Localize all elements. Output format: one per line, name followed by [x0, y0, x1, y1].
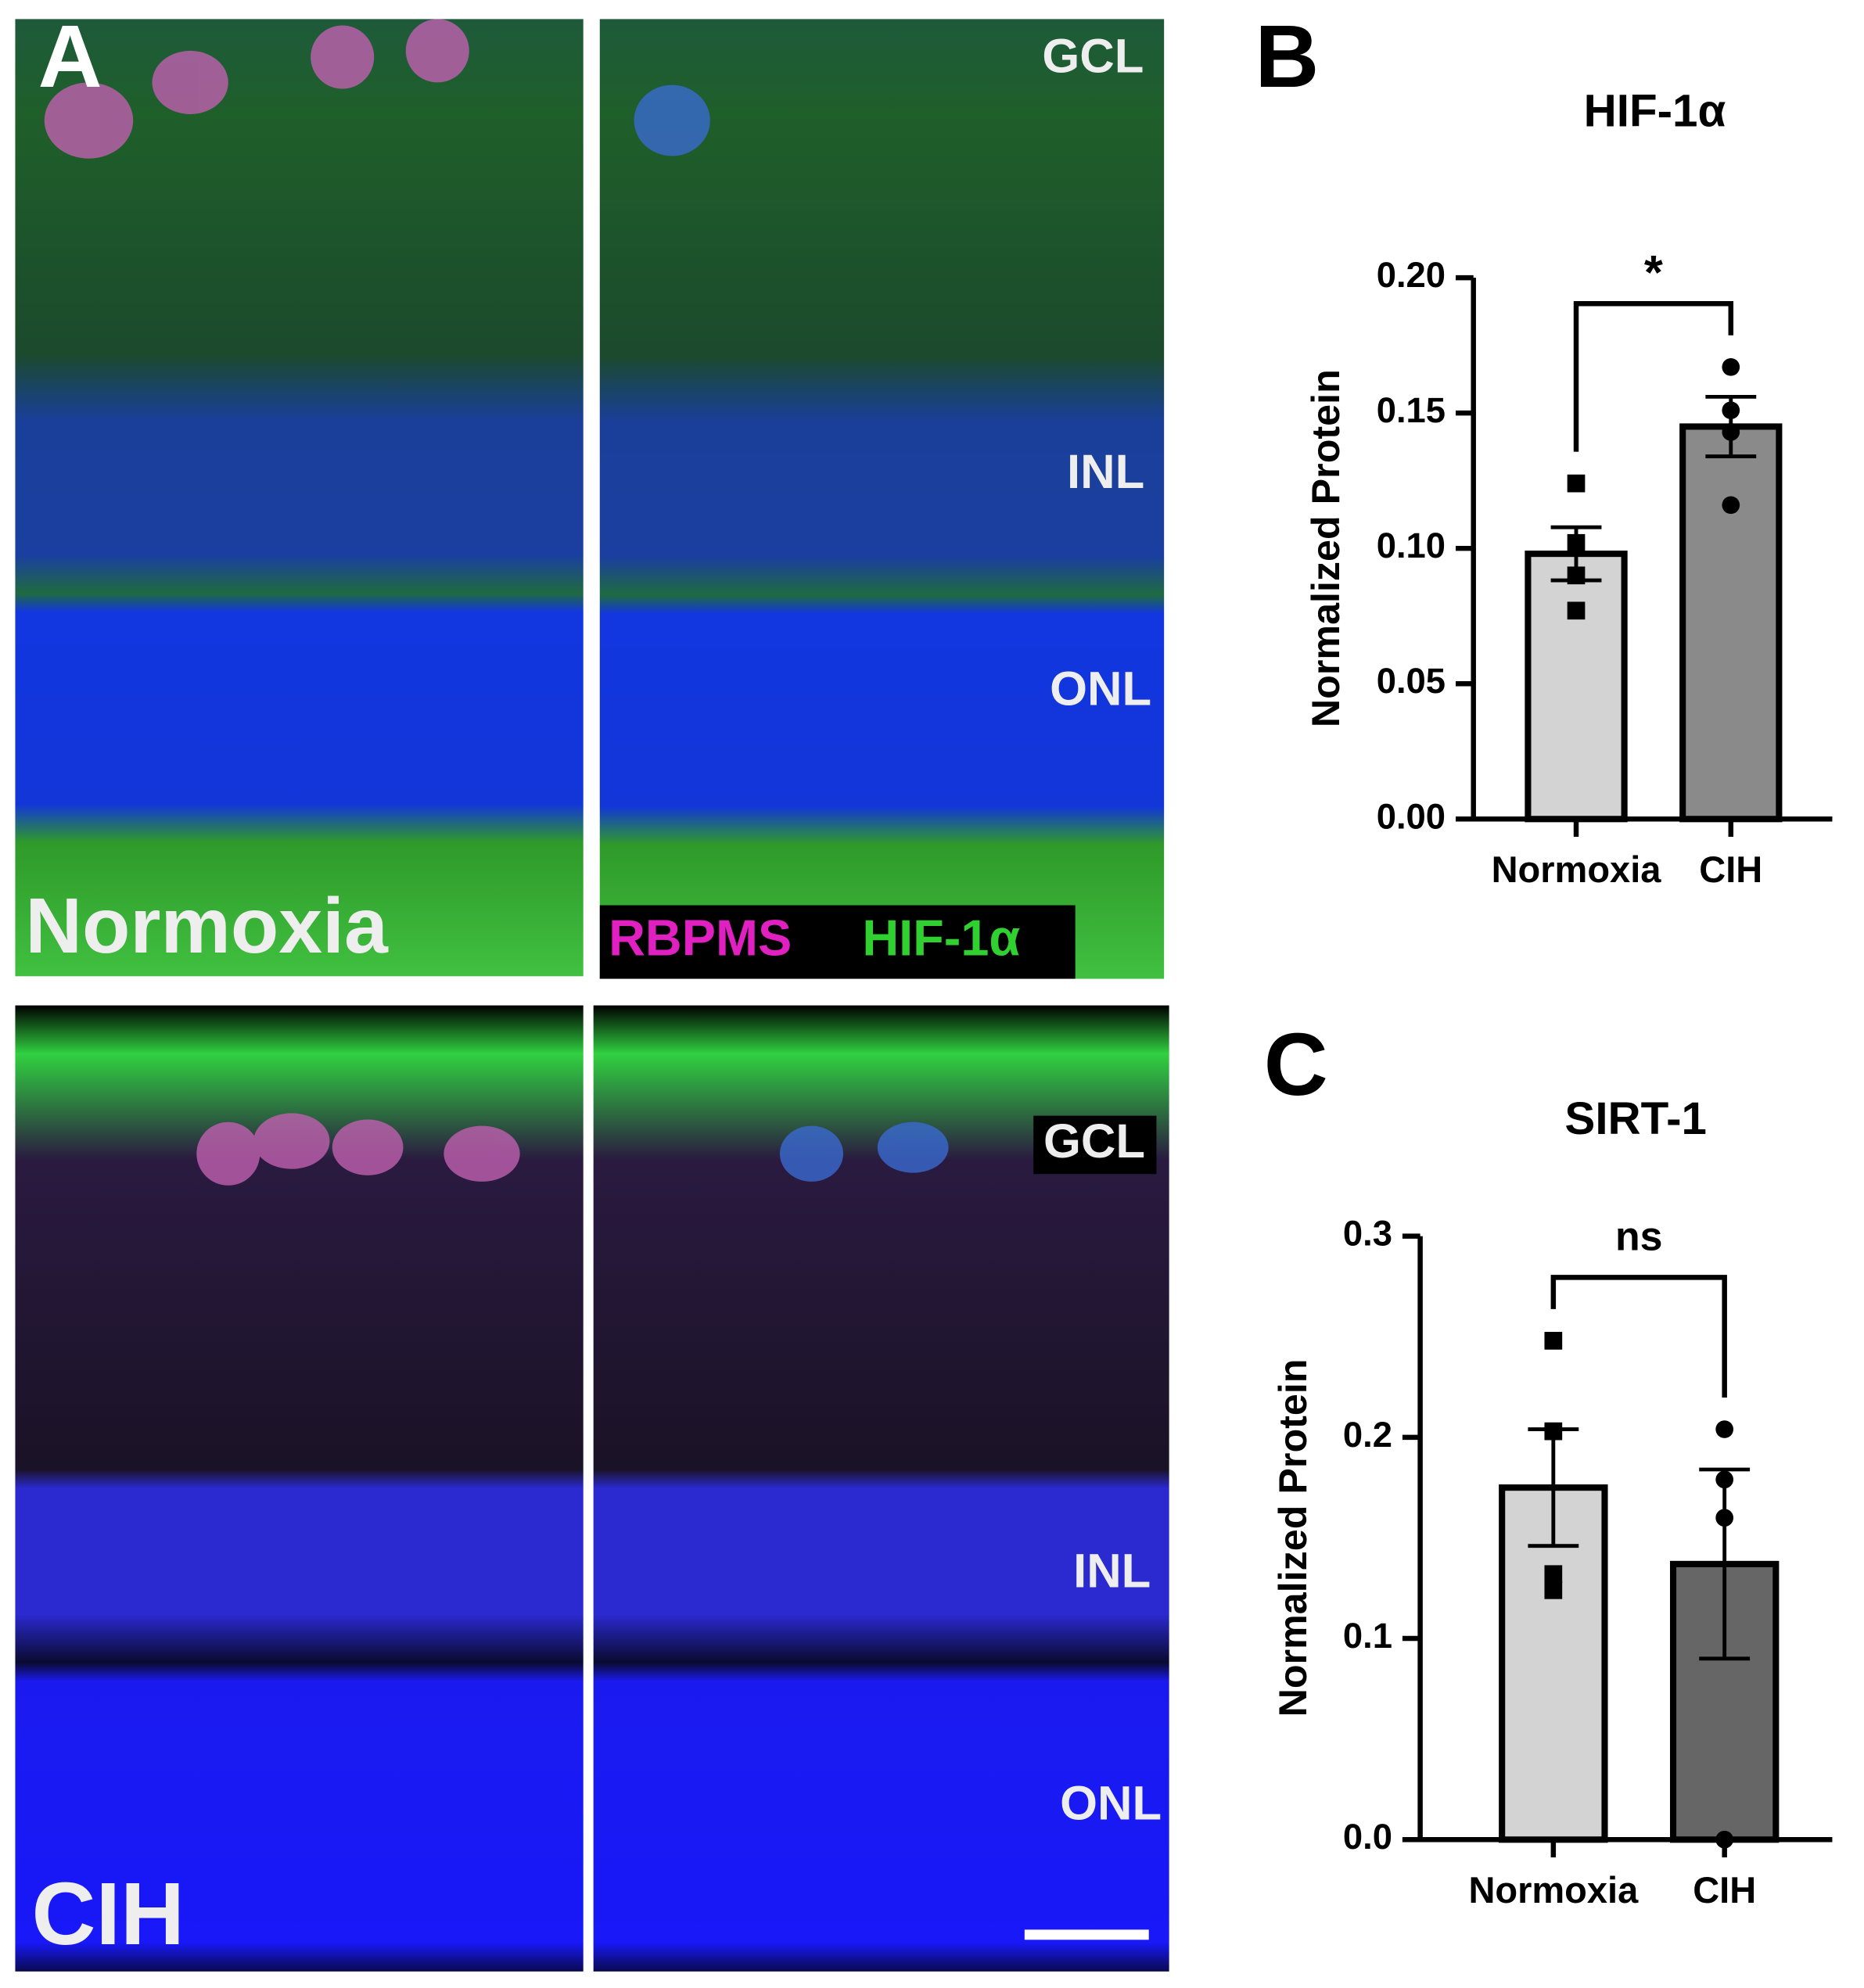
y-axis-label: Normalized Protein: [1304, 369, 1348, 727]
label-box: [1033, 1115, 1157, 1175]
layer-label: ONL: [1060, 1776, 1162, 1830]
stain-label: RBPMS: [609, 910, 792, 967]
layer-label: GCL: [1042, 30, 1144, 84]
data-point: [1722, 496, 1740, 515]
data-point: [1567, 601, 1586, 620]
y-tick-label: 0.10: [1377, 526, 1446, 565]
data-point: [1722, 423, 1740, 441]
cells: [634, 84, 949, 1182]
layer-label: ONL: [1050, 662, 1151, 716]
data-point: [1715, 1470, 1734, 1489]
data-point: [1722, 357, 1740, 376]
significance-label: ns: [1615, 1213, 1663, 1258]
micrograph: [599, 19, 1165, 979]
y-tick-label: 0.2: [1343, 1415, 1392, 1455]
layer-label: GCL: [1043, 1114, 1145, 1168]
data-point: [1715, 1509, 1734, 1527]
x-tick-label: Normoxia: [1468, 1869, 1639, 1911]
x-tick-label: Normoxia: [1492, 849, 1662, 890]
data-point: [1567, 474, 1586, 493]
data-point: [1567, 533, 1586, 552]
data-point: [1544, 1332, 1563, 1350]
stain-label: HIF-1α: [862, 910, 1020, 967]
layer-label: INL: [1067, 445, 1144, 499]
legend-box: [599, 905, 1076, 979]
scale-bar: [1024, 1929, 1149, 1940]
y-axis-label: Normalized Protein: [1271, 1358, 1315, 1717]
y-tick-label: 0.3: [1343, 1214, 1392, 1254]
y-tick-label: 0.15: [1377, 390, 1446, 430]
cells: [44, 19, 520, 1186]
y-tick-label: 0.05: [1377, 661, 1446, 701]
y-tick-label: 0.0: [1343, 1817, 1392, 1857]
x-tick-label: CIH: [1699, 849, 1762, 890]
significance-bracket: [1573, 301, 1734, 452]
bar: [1525, 551, 1628, 823]
data-point: [1715, 1420, 1734, 1438]
micrograph: [15, 19, 584, 977]
y-tick-label: 0.00: [1377, 796, 1446, 836]
data-point: [1544, 1581, 1563, 1599]
significance-label: *: [1644, 246, 1663, 300]
layer-label: INL: [1073, 1545, 1151, 1599]
y-tick-label: 0.20: [1377, 255, 1446, 295]
condition-label: Normoxia: [25, 882, 389, 970]
chart-title: HIF-1α: [1584, 85, 1726, 136]
data-point: [1715, 1830, 1734, 1849]
x-tick-label: CIH: [1693, 1869, 1756, 1911]
data-point: [1567, 566, 1586, 585]
data-point: [1544, 1422, 1563, 1441]
bar: [1679, 423, 1783, 823]
chart-title: SIRT-1: [1564, 1093, 1707, 1144]
condition-label: CIH: [32, 1864, 185, 1964]
y-tick-label: 0.1: [1343, 1616, 1392, 1656]
data-point: [1544, 1565, 1563, 1584]
panel-label: C: [1264, 1015, 1328, 1114]
significance-bracket: [1550, 1275, 1727, 1398]
data-point: [1722, 401, 1740, 420]
panel-label: B: [1255, 7, 1319, 106]
panel-label: A: [38, 7, 102, 106]
